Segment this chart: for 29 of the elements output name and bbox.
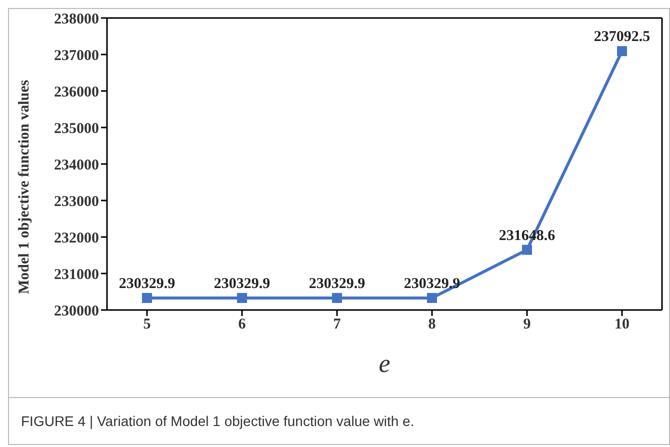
x-tick-label: 10 — [614, 316, 630, 333]
point — [237, 292, 247, 303]
point — [522, 244, 532, 255]
x-axis-title: e — [378, 349, 390, 378]
y-tick-label: 233000 — [54, 194, 99, 210]
x-tick-label: 9 — [523, 316, 531, 333]
y-tick-label: 237000 — [54, 48, 99, 64]
data-label: 230329.9 — [118, 276, 176, 292]
y-tick-label: 231000 — [54, 266, 99, 283]
caption: FIGURE 4 | Variation of Model 1 objective function value with e. — [21, 413, 414, 429]
y-tick-label: 230000 — [54, 303, 99, 320]
data-label: 237092.5 — [594, 29, 650, 46]
point — [332, 292, 342, 303]
point — [617, 46, 627, 56]
y-tick-label: 236000 — [54, 84, 99, 100]
x-tick-label: 8 — [428, 316, 436, 333]
y-axis-title: Model 1 objective function values — [16, 80, 32, 294]
data-label: 230329.9 — [404, 276, 460, 292]
y-tick-label: 234000 — [54, 157, 99, 174]
x-tick-label: 7 — [333, 316, 342, 333]
x-tick-label: 5 — [143, 316, 151, 333]
y-tick-label: 235000 — [54, 120, 99, 137]
y-tick-label: 232000 — [54, 230, 99, 246]
point — [427, 292, 437, 303]
point — [142, 292, 152, 303]
y-tick-label: 238000 — [54, 11, 99, 28]
data-label: 230329.9 — [214, 276, 270, 292]
data-label: 230329.9 — [308, 276, 366, 292]
x-tick-label: 6 — [238, 316, 246, 333]
